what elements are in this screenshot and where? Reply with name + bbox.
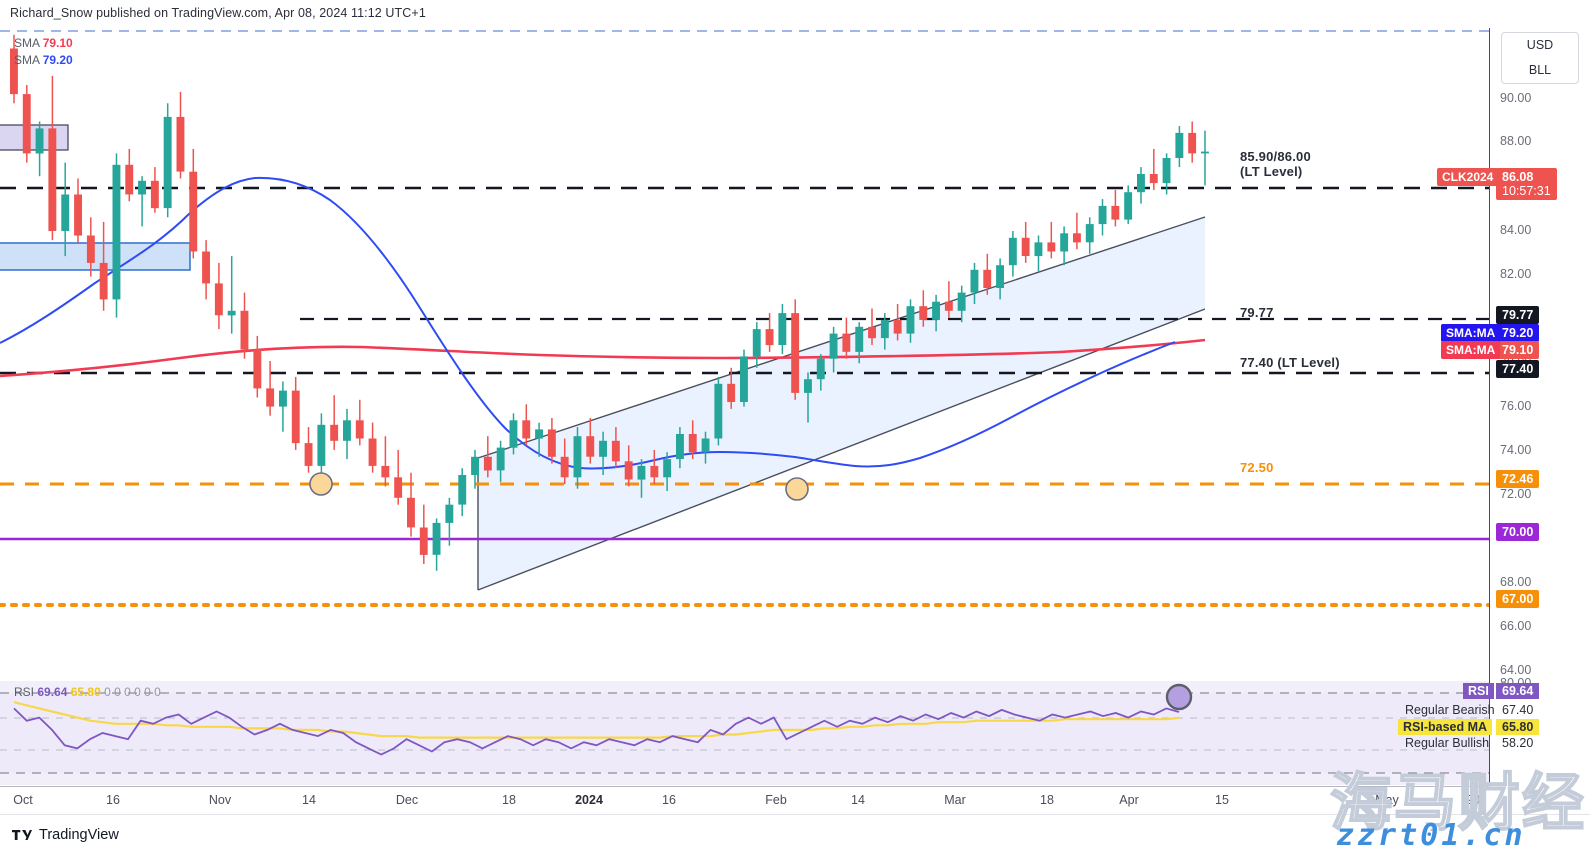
rsi-axis-label[interactable]: Regular Bearish	[1405, 703, 1495, 717]
axis-series-tag[interactable]: SMA:MA	[1441, 324, 1501, 342]
legend-rsi-value: 69.64	[37, 685, 68, 699]
axis-price-badge-time: 10:57:31	[1502, 184, 1551, 198]
time-axis-label: 16	[662, 793, 676, 807]
axis-price-badge[interactable]: 79.20	[1496, 324, 1540, 342]
axis-tick: 64.00	[1500, 663, 1532, 677]
time-axis-label: 18	[1040, 793, 1054, 807]
legend-rsi-name: RSI	[14, 685, 35, 699]
annotation-8590-lt-level: 85.90/86.00 (LT Level)	[1240, 149, 1311, 179]
legend-sma-slow-value: 79.10	[42, 36, 73, 50]
rsi-axis-value[interactable]: 58.20	[1502, 736, 1534, 750]
axis-series-tag[interactable]: SMA:MA	[1441, 341, 1501, 359]
currency-label: USD	[1526, 38, 1554, 52]
exchange-label: BLL	[1528, 63, 1552, 77]
time-axis[interactable]: Oct 16 Nov 14 Dec 18 2024 16 Feb 14 Mar 18 Apr 15 May 2…	[0, 786, 1489, 814]
annotation-7250: 72.50	[1240, 460, 1274, 475]
legend-sma-slow[interactable]: SMA 79.10	[14, 36, 73, 50]
rsi-chart-svg	[0, 683, 1489, 774]
axis-price-badge[interactable]: 79.77	[1496, 306, 1540, 324]
axis-tick: 74.00	[1500, 443, 1532, 457]
rsi-axis-label[interactable]: RSI	[1463, 683, 1494, 699]
axis-tick: 82.00	[1500, 267, 1532, 281]
axis-price-badge[interactable]: 72.46	[1496, 470, 1540, 488]
time-axis-label: Mar	[944, 793, 966, 807]
legend-sma-slow-name: SMA	[14, 36, 40, 50]
legend-sma-fast-value: 79.20	[42, 53, 73, 67]
time-axis-label: 18	[502, 793, 516, 807]
rsi-axis-value[interactable]: 69.64	[1496, 683, 1540, 699]
price-axis[interactable]: USD BLL 90.0088.0084.0082.0080.0078.0076…	[1489, 28, 1590, 785]
legend-sma-fast[interactable]: SMA 79.20	[14, 53, 73, 67]
sma-slow-line	[0, 338, 1206, 378]
axis-tick: 76.00	[1500, 399, 1532, 413]
time-axis-label: Apr	[1119, 793, 1139, 807]
axis-price-badge[interactable]: 79.10	[1496, 341, 1540, 359]
axis-tick: 72.00	[1500, 487, 1532, 501]
axis-price-badge[interactable]: 86.08 10:57:31	[1496, 168, 1557, 200]
legend-rsi[interactable]: RSI 69.64 65.80 0 0 0 0 0 0	[14, 685, 161, 699]
tradingview-mark-icon	[12, 830, 32, 840]
axis-tick: 84.00	[1500, 223, 1532, 237]
axis-tick: 88.00	[1500, 134, 1532, 148]
axis-series-tag[interactable]: CLK2024	[1437, 168, 1499, 186]
time-axis-label: 20	[1466, 793, 1480, 807]
time-axis-label: Nov	[208, 793, 232, 807]
legend-rsi-zeros: 0 0 0 0 0 0	[104, 685, 161, 699]
time-axis-label: Dec	[395, 793, 419, 807]
price-chart-svg	[0, 30, 1489, 607]
candlestick-series	[10, 34, 1209, 571]
time-axis-label: 16	[106, 793, 120, 807]
tradingview-logo[interactable]: TradingView	[12, 827, 119, 843]
rsi-axis-label[interactable]: Regular Bullish	[1405, 736, 1490, 750]
time-axis-label: Feb	[765, 793, 787, 807]
annotation-7977: 79.77	[1240, 305, 1274, 320]
price-pane[interactable]: SMA 79.10 SMA 79.20	[0, 28, 1489, 678]
time-axis-label: May	[1375, 793, 1399, 807]
axis-tick: 68.00	[1500, 575, 1532, 589]
legend-rsi-ma-value: 65.80	[70, 685, 101, 699]
rsi-axis-label[interactable]: RSI-based MA	[1398, 719, 1493, 735]
ascending-channel-fill	[478, 217, 1205, 590]
rsi-axis-value[interactable]: 67.40	[1502, 703, 1534, 717]
time-axis-label: Oct	[13, 793, 33, 807]
axis-price-badge[interactable]: 77.40	[1496, 360, 1540, 378]
legend-sma-fast-name: SMA	[14, 53, 40, 67]
time-axis-label: 15	[1215, 793, 1229, 807]
footer-bar: TradingView	[0, 814, 1590, 857]
annotation-7740-lt-level: 77.40 (LT Level)	[1240, 355, 1340, 370]
level-touch-marker	[309, 472, 333, 496]
currency-box[interactable]: USD BLL	[1501, 32, 1579, 84]
axis-price-badge[interactable]: 70.00	[1496, 523, 1540, 541]
level-touch-marker	[785, 477, 809, 501]
time-axis-label: 2024	[575, 793, 603, 807]
rsi-divergence-marker	[1165, 683, 1193, 711]
axis-tick: 90.00	[1500, 91, 1532, 105]
axis-price-badge[interactable]: 67.00	[1496, 590, 1540, 608]
axis-tick: 66.00	[1500, 619, 1532, 633]
publish-credit-line: Richard_Snow published on TradingView.co…	[10, 6, 426, 20]
time-axis-label: 14	[851, 793, 865, 807]
time-axis-label: 14	[302, 793, 316, 807]
rsi-pane[interactable]: RSI 69.64 65.80 0 0 0 0 0 0	[0, 681, 1489, 785]
rsi-line	[13, 707, 1180, 756]
tradingview-wordmark: TradingView	[39, 827, 119, 843]
rsi-axis-value[interactable]: 65.80	[1496, 719, 1540, 735]
rsi-ma-line	[13, 701, 1180, 739]
